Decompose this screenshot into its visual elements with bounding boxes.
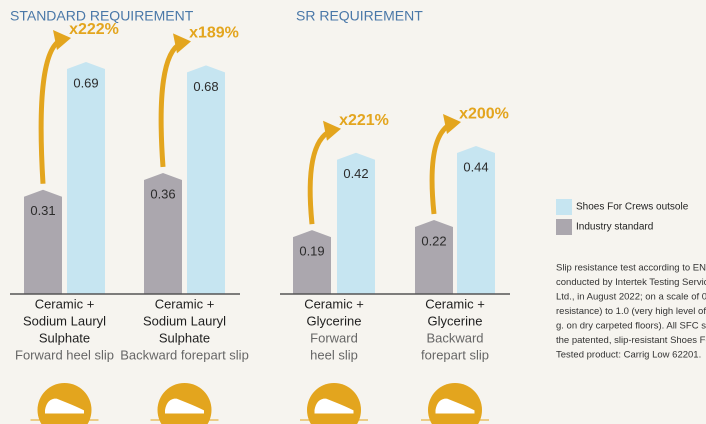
bar [293, 230, 331, 294]
legend-label: Shoes For Crews outsole [576, 202, 689, 213]
footnote: Slip resistance test according to EN I [556, 263, 706, 274]
category-label: Glycerine [428, 313, 483, 328]
category-description: Forward heel slip [15, 347, 114, 362]
footnote: the patented, slip-resistant Shoes Fo [556, 335, 706, 346]
growth-annotation: x200% [459, 105, 509, 122]
category-label: Ceramic + [304, 296, 364, 311]
infographic: STANDARD REQUIREMENT0.310.69x222%Ceramic… [0, 0, 706, 424]
bar [67, 62, 105, 294]
page: STANDARD REQUIREMENT0.310.69x222%Ceramic… [0, 0, 706, 424]
bar [187, 65, 225, 294]
value-label: 0.68 [193, 79, 218, 94]
value-label: 0.31 [30, 203, 55, 218]
category-label: Sodium Lauryl [23, 313, 106, 328]
growth-annotation: x189% [189, 25, 239, 42]
category-label: Sulphate [39, 330, 90, 345]
footnote: g. on dry carpeted floors). All SFC sh [556, 321, 706, 332]
chart-title: SR REQUIREMENT [296, 8, 423, 24]
value-label: 0.69 [73, 75, 98, 90]
legend-label: Industry standard [576, 222, 653, 233]
category-label: Sodium Lauryl [143, 313, 226, 328]
footnote: Ltd., in August 2022; on a scale of 0 [556, 292, 706, 303]
category-description: Forward [310, 330, 358, 345]
legend-swatch [556, 199, 572, 215]
value-label: 0.44 [463, 159, 488, 174]
footnote: conducted by Intertek Testing Servic [556, 277, 706, 288]
growth-arrow [41, 40, 61, 184]
footnote: resistance) to 1.0 (very high level of [556, 306, 706, 317]
category-label: Ceramic + [155, 296, 215, 311]
value-label: 0.42 [343, 166, 368, 181]
category-label: Ceramic + [35, 296, 95, 311]
category-description: heel slip [310, 347, 358, 362]
growth-arrow [310, 131, 331, 224]
growth-annotation: x221% [339, 112, 389, 129]
category-description: Backward forepart slip [120, 347, 249, 362]
value-label: 0.19 [299, 244, 324, 259]
growth-arrow [161, 43, 181, 167]
growth-annotation: x222% [69, 21, 119, 38]
category-description: forepart slip [421, 347, 489, 362]
category-label: Glycerine [307, 313, 362, 328]
category-label: Ceramic + [425, 296, 485, 311]
legend-swatch [556, 219, 572, 235]
category-label: Sulphate [159, 330, 210, 345]
growth-arrow [432, 124, 451, 214]
bar [415, 220, 453, 294]
footnote: Tested product: Carrig Low 62201. [556, 350, 701, 361]
category-description: Backward [426, 330, 483, 345]
value-label: 0.22 [421, 233, 446, 248]
value-label: 0.36 [150, 186, 175, 201]
